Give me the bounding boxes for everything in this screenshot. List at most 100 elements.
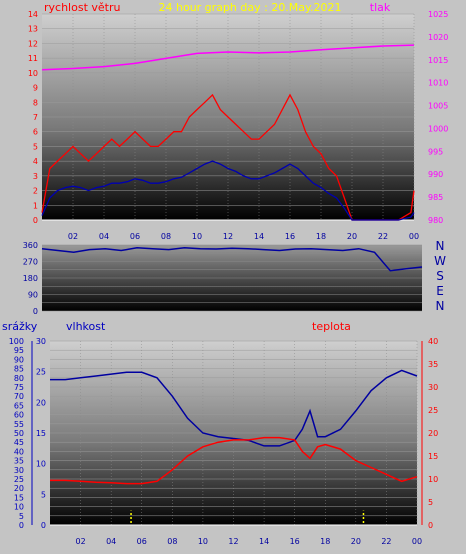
y-tick-label-right: 1010 — [428, 79, 448, 88]
y-tick-label-humidity: 20 — [36, 398, 46, 407]
y-tick-label-rain: 55 — [14, 420, 24, 429]
x-tick-label: 08 — [161, 232, 171, 241]
y-tick-label-right: 980 — [428, 216, 443, 225]
y-tick-label-rain: 100 — [9, 337, 24, 346]
y-tick-label-rain: 70 — [14, 392, 24, 401]
series-line-rychlost-větru — [41, 93, 415, 221]
y-tick-label-rain: 50 — [14, 429, 24, 438]
y-tick-label-rain: 40 — [14, 447, 24, 456]
temperature-label: teplota — [312, 320, 351, 333]
y-tick-label: 6 — [33, 128, 38, 137]
series-line-avg — [41, 160, 415, 221]
y-tick-label-temperature: 40 — [428, 337, 438, 346]
y-tick-label: 14 — [28, 10, 38, 19]
x-tick-label: 10 — [198, 537, 208, 546]
x-tick-label: 02 — [75, 537, 85, 546]
y-tick-label: 0 — [33, 216, 38, 225]
x-tick-label: 16 — [290, 537, 300, 546]
compass-letter: W — [434, 254, 446, 268]
y-tick-label-temperature: 10 — [428, 475, 438, 484]
y-tick-label: 4 — [33, 157, 38, 166]
y-tick-label: 9 — [33, 84, 38, 93]
x-tick-label: 22 — [378, 232, 388, 241]
y-tick-label-rain: 0 — [19, 521, 24, 530]
x-tick-label: 04 — [99, 232, 109, 241]
y-tick-label-temperature: 15 — [428, 452, 438, 461]
y-tick-label: 270 — [23, 258, 38, 267]
y-tick-label-rain: 35 — [14, 457, 24, 466]
y-tick-label-rain: 45 — [14, 438, 24, 447]
x-tick-label: 08 — [167, 537, 177, 546]
y-tick-label: 11 — [28, 54, 38, 63]
y-tick-label-rain: 25 — [14, 475, 24, 484]
x-tick-label: 04 — [106, 537, 116, 546]
y-tick-label-rain: 15 — [14, 493, 24, 502]
y-tick-label-right: 990 — [428, 170, 443, 179]
series-line-teplota — [50, 436, 418, 485]
chart-title: 24 hour graph day : 20.May.2021 — [159, 1, 342, 14]
y-tick-label-rain: 90 — [14, 355, 24, 364]
wind-speed-label: rychlost větru — [44, 1, 120, 14]
y-tick-label: 13 — [28, 25, 38, 34]
y-tick-label-temperature: 25 — [428, 406, 438, 415]
pressure-label: tlak — [370, 1, 391, 14]
y-tick-label: 12 — [28, 39, 38, 48]
y-tick-label-humidity: 0 — [41, 521, 46, 530]
y-tick-label-right: 985 — [428, 193, 443, 202]
y-tick-label: 10 — [28, 69, 38, 78]
y-tick-label: 7 — [33, 113, 38, 122]
y-tick-label-humidity: 25 — [36, 368, 46, 377]
x-tick-label: 22 — [381, 537, 391, 546]
y-tick-label-temperature: 30 — [428, 383, 438, 392]
x-tick-label: 20 — [351, 537, 361, 546]
y-tick-label: 0 — [33, 307, 38, 316]
y-tick-label-humidity: 5 — [41, 490, 46, 499]
y-tick-label: 360 — [23, 241, 38, 250]
series-line-direction — [41, 247, 423, 272]
y-tick-label-rain: 30 — [14, 466, 24, 475]
x-tick-label: 00 — [409, 232, 419, 241]
x-tick-label: 16 — [285, 232, 295, 241]
compass-letter: N — [436, 239, 445, 253]
x-tick-label: 06 — [137, 537, 147, 546]
y-tick-label-humidity: 30 — [36, 337, 46, 346]
y-tick-label-right: 1020 — [428, 33, 448, 42]
y-tick-label-rain: 80 — [14, 374, 24, 383]
y-tick-label-humidity: 15 — [36, 429, 46, 438]
y-tick-label-rain: 75 — [14, 383, 24, 392]
y-tick-label-rain: 10 — [14, 503, 24, 512]
y-tick-label-right: 1025 — [428, 10, 448, 19]
y-tick-label: 1 — [33, 201, 38, 210]
y-tick-label-humidity: 10 — [36, 460, 46, 469]
y-tick-label-rain: 95 — [14, 346, 24, 355]
y-tick-label-temperature: 5 — [428, 498, 433, 507]
y-tick-label: 90 — [28, 291, 38, 300]
x-tick-label: 10 — [192, 232, 202, 241]
y-tick-label-rain: 85 — [14, 365, 24, 374]
humidity-temperature-chart: 0510152025303540455055606570758085909510… — [2, 320, 438, 546]
x-tick-label: 14 — [259, 537, 269, 546]
y-tick-label-rain: 20 — [14, 484, 24, 493]
y-tick-label-temperature: 20 — [428, 429, 438, 438]
y-tick-label-right: 1015 — [428, 56, 448, 65]
y-tick-label: 2 — [33, 187, 38, 196]
x-tick-label: 14 — [254, 232, 264, 241]
y-tick-label: 3 — [33, 172, 38, 181]
y-tick-label-right: 1000 — [428, 124, 448, 133]
rain-label: srážky — [2, 320, 38, 333]
y-tick-label-rain: 65 — [14, 401, 24, 410]
x-tick-label: 12 — [223, 232, 233, 241]
y-tick-label: 8 — [33, 98, 38, 107]
x-tick-label: 18 — [316, 232, 326, 241]
y-tick-label: 180 — [23, 274, 38, 283]
y-tick-label-temperature: 35 — [428, 360, 438, 369]
compass-letter: N — [436, 299, 445, 313]
y-tick-label-right: 1005 — [428, 102, 448, 111]
y-tick-label: 5 — [33, 142, 38, 151]
x-tick-label: 18 — [320, 537, 330, 546]
series-line-tlak — [41, 44, 415, 71]
x-tick-label: 00 — [412, 537, 422, 546]
